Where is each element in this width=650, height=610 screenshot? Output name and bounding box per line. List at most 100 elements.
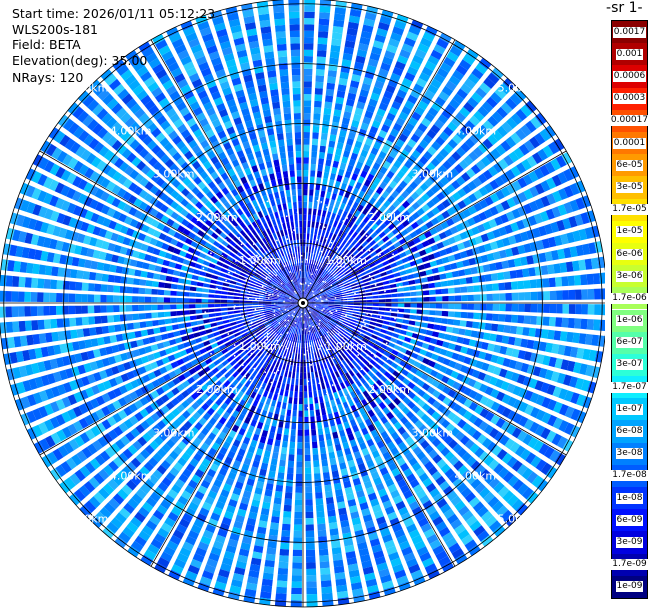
range-gate xyxy=(282,314,289,319)
range-gate xyxy=(361,447,370,456)
range-gate xyxy=(214,304,221,308)
range-gate xyxy=(97,337,105,346)
range-gate xyxy=(554,452,566,466)
range-gate xyxy=(332,115,341,123)
range-gate xyxy=(104,446,116,458)
range-gate xyxy=(330,464,338,472)
range-gate xyxy=(182,410,191,419)
range-gate xyxy=(353,523,363,532)
range-gate xyxy=(322,120,330,128)
range-gate xyxy=(85,387,95,398)
range-gate xyxy=(324,484,332,492)
range-gate xyxy=(257,401,264,410)
range-gate xyxy=(272,330,278,336)
range-gate xyxy=(129,391,139,401)
range-gate xyxy=(311,429,317,436)
range-gate xyxy=(436,415,446,425)
range-gate xyxy=(295,321,298,328)
range-gate xyxy=(196,314,203,320)
range-gate xyxy=(245,582,258,591)
range-gate xyxy=(376,562,389,572)
range-gate xyxy=(501,452,513,464)
range-gate xyxy=(314,307,321,311)
range-gate xyxy=(229,401,238,409)
range-gate xyxy=(384,505,395,515)
range-gate xyxy=(435,550,448,561)
range-gate xyxy=(207,518,219,528)
range-gate xyxy=(304,461,311,468)
range-gate xyxy=(526,339,535,349)
range-gate xyxy=(529,421,540,434)
range-gate xyxy=(49,306,57,316)
range-gate xyxy=(56,429,67,442)
range-gate xyxy=(280,349,285,357)
range-gate xyxy=(311,333,315,340)
range-gate xyxy=(385,346,394,353)
range-gate xyxy=(101,325,109,334)
range-gate xyxy=(181,335,189,342)
range-gate xyxy=(257,321,264,326)
range-gate xyxy=(420,456,430,466)
range-gate xyxy=(304,5,315,12)
range-gate xyxy=(365,486,375,495)
range-gate xyxy=(313,318,318,325)
range-gate xyxy=(117,488,129,500)
range-gate xyxy=(136,339,144,347)
range-gate xyxy=(15,398,25,411)
range-gate xyxy=(263,423,270,432)
range-gate xyxy=(40,374,50,387)
range-gate xyxy=(458,395,468,405)
range-gate xyxy=(227,292,235,296)
range-gate xyxy=(303,334,305,341)
range-gate xyxy=(218,355,226,363)
range-gate xyxy=(262,38,273,47)
range-gate xyxy=(381,324,389,330)
range-gate xyxy=(247,576,259,585)
range-gate xyxy=(290,384,295,392)
range-gate xyxy=(164,363,173,372)
range-gate xyxy=(350,511,360,520)
range-gate xyxy=(314,196,319,203)
range-gate xyxy=(488,459,500,471)
range-gate xyxy=(272,321,279,327)
range-gate xyxy=(108,429,118,440)
range-gate xyxy=(298,308,301,315)
range-gate xyxy=(415,315,423,321)
range-gate xyxy=(130,340,138,349)
range-gate xyxy=(306,549,316,557)
range-gate xyxy=(356,490,365,499)
range-gate xyxy=(192,411,201,421)
range-gate xyxy=(312,345,316,353)
range-gate xyxy=(311,352,315,360)
range-gate xyxy=(373,476,383,486)
range-gate xyxy=(227,307,234,311)
range-gate xyxy=(522,327,530,336)
range-gate xyxy=(191,326,199,333)
range-gate xyxy=(343,350,350,357)
range-gate xyxy=(319,5,331,13)
range-gate xyxy=(562,439,574,452)
range-gate xyxy=(375,371,383,379)
range-gate xyxy=(275,314,281,319)
range-gate xyxy=(558,403,569,416)
range-gate xyxy=(328,140,336,148)
range-gate xyxy=(227,299,234,303)
range-gate xyxy=(369,538,381,547)
range-gate xyxy=(157,481,169,492)
range-gate xyxy=(172,377,181,386)
range-gate xyxy=(371,374,379,383)
range-gate xyxy=(528,327,536,337)
range-gate xyxy=(526,471,538,484)
range-gate xyxy=(250,419,258,427)
range-gate xyxy=(305,530,315,538)
range-gate xyxy=(352,588,364,597)
range-gate xyxy=(139,279,147,286)
range-gate xyxy=(331,316,338,320)
range-gate xyxy=(329,528,339,536)
range-gate xyxy=(524,303,531,313)
range-gate xyxy=(398,506,409,516)
range-gate xyxy=(75,281,83,291)
range-gate xyxy=(303,201,308,209)
range-gate xyxy=(478,322,486,330)
range-gate xyxy=(72,341,80,351)
